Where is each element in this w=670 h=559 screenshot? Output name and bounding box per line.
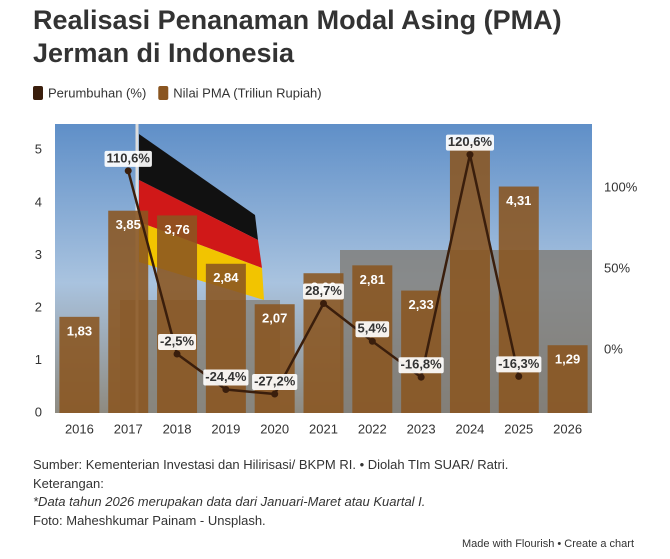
legend-swatch — [33, 86, 43, 100]
y2-tick-label: 0% — [604, 341, 623, 356]
label-bg — [445, 134, 495, 151]
bar-label: 4,31 — [506, 193, 531, 208]
growth-point — [368, 337, 376, 345]
bar — [449, 141, 490, 413]
bar-label: 1,83 — [67, 323, 92, 338]
growth-point — [466, 151, 474, 159]
bar-label: 2,84 — [213, 270, 239, 285]
y2-tick-label: 50% — [604, 260, 630, 275]
note: *Data tahun 2026 merupakan data dari Jan… — [33, 494, 426, 509]
growth-point — [515, 372, 523, 380]
label-bg — [104, 150, 152, 167]
made-with: Made with Flourish — [462, 538, 555, 550]
y-tick-label: 2 — [35, 299, 42, 314]
label-bg — [355, 321, 390, 338]
y-tick-label: 4 — [35, 194, 42, 209]
line-label: 120,6% — [448, 134, 493, 149]
label-bg — [158, 334, 197, 351]
growth-point — [124, 167, 132, 175]
bar-label: 2,81 — [360, 272, 385, 287]
bar — [59, 316, 100, 413]
chart: Perumbuhan (%) Nilai PMA (Triliun Rupiah)… — [33, 85, 638, 436]
flag-stripe — [139, 134, 258, 240]
x-tick-label: 2018 — [163, 421, 192, 436]
y-tick-label: 5 — [35, 142, 42, 157]
x-tick-label: 2020 — [260, 421, 289, 436]
flag-stripe — [139, 180, 262, 268]
legend-label: Nilai PMA (Triliun Rupiah) — [173, 85, 321, 100]
x-tick-label: 2023 — [407, 421, 436, 436]
bar — [108, 210, 149, 413]
growth-point — [173, 350, 181, 358]
label-bg — [303, 283, 344, 300]
growth-point — [271, 390, 279, 398]
line-label: -24,4% — [205, 369, 247, 384]
x-tick-label: 2019 — [211, 421, 240, 436]
x-tick-label: 2022 — [358, 421, 387, 436]
y-tick-label: 0 — [35, 404, 42, 419]
line-label: -16,3% — [498, 356, 540, 371]
bar-label: 2,33 — [408, 297, 433, 312]
x-tick-label: 2025 — [504, 421, 533, 436]
line-label: -16,8% — [401, 357, 443, 372]
note: Foto: Maheshkumar Painam - Unsplash. — [33, 512, 266, 528]
footer: Made with Flourish • Create a chart — [462, 538, 634, 550]
y2-tick-label: 100% — [604, 179, 638, 194]
notes: Sumber: Kementerian Investasi dan Hiliri… — [33, 456, 508, 530]
legend-swatch — [158, 86, 169, 100]
create-link[interactable]: Create a chart — [564, 538, 634, 550]
label-bg — [252, 374, 298, 391]
x-tick-label: 2016 — [65, 421, 94, 436]
chart-title: Realisasi Penanaman Modal Asing (PMA) Je… — [33, 5, 562, 68]
x-tick-label: 2026 — [553, 421, 582, 436]
growth-point — [222, 386, 230, 394]
note: Sumber: Kementerian Investasi dan Hiliri… — [33, 457, 509, 472]
bar-label: 3,85 — [116, 217, 141, 232]
label-bg — [398, 357, 444, 374]
x-tick-label: 2017 — [114, 421, 143, 436]
bar-label: 2,07 — [262, 311, 287, 326]
line-label: 5,4% — [357, 321, 387, 336]
bar — [157, 215, 198, 413]
label-bg — [203, 369, 249, 386]
x-tick-label: 2021 — [309, 421, 338, 436]
growth-point — [417, 373, 425, 381]
bar-label: 1,29 — [555, 352, 580, 367]
note: Keterangan: — [33, 475, 104, 491]
line-label: -2,5% — [160, 333, 194, 348]
legend: Perumbuhan (%) Nilai PMA (Triliun Rupiah) — [33, 85, 322, 100]
y-tick-label: 1 — [35, 352, 42, 367]
x-tick-label: 2024 — [455, 421, 484, 436]
growth-point — [320, 299, 327, 307]
y-tick-label: 3 — [35, 247, 42, 262]
label-bg — [496, 356, 542, 373]
bar — [547, 345, 588, 413]
line-label: 28,7% — [305, 283, 342, 298]
legend-label: Perumbuhan (%) — [48, 85, 146, 100]
bar-label: 3,76 — [164, 222, 189, 237]
line-label: -27,2% — [254, 373, 296, 388]
line-label: 110,6% — [107, 150, 151, 165]
